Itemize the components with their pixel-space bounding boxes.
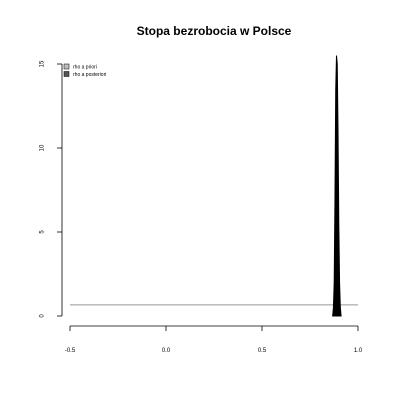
x-tick-label: 0.0: [162, 348, 171, 354]
y-axis: 0 5 10 15: [40, 60, 63, 318]
legend-swatch: [63, 71, 70, 77]
plot-area: [70, 55, 358, 317]
legend-swatch: [63, 63, 70, 70]
y-tick-label: 5: [40, 230, 46, 234]
y-tick-label: 0: [40, 314, 46, 318]
series-posterior-density: [332, 55, 342, 317]
x-axis: -0.5 0.0 0.5 1.0: [65, 325, 363, 354]
chart-title: Stopa bezrobocia w Polsce: [137, 24, 292, 38]
x-tick-label: -0.5: [65, 348, 76, 354]
legend-label: rho a priori: [73, 65, 97, 71]
x-tick-label: 1.0: [354, 348, 363, 354]
legend-label: rho a posteriori: [73, 72, 106, 78]
y-tick-label: 10: [40, 144, 46, 151]
x-tick-label: 0.5: [258, 348, 267, 354]
y-tick-label: 15: [40, 60, 46, 67]
